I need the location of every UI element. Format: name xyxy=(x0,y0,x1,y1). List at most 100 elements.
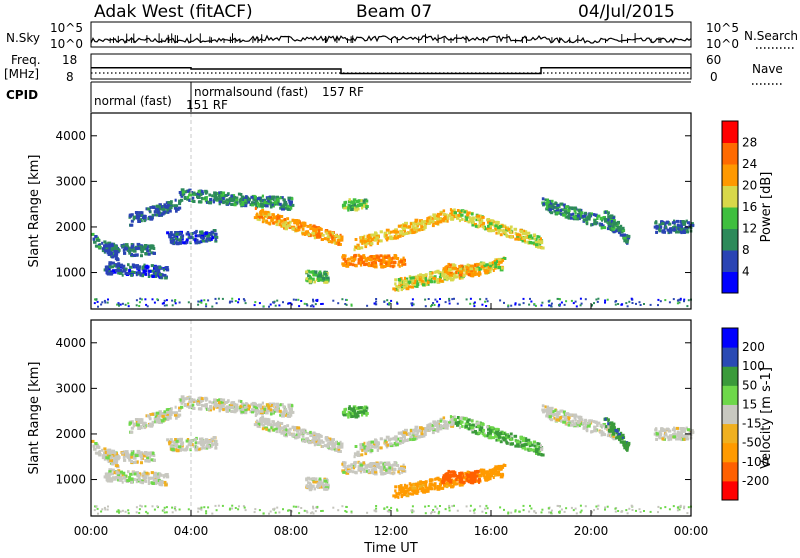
power-cell xyxy=(463,274,466,277)
velocity-cell xyxy=(396,464,399,467)
velocity-cell xyxy=(446,485,449,488)
velocity-cell xyxy=(325,488,329,491)
velocity-cell xyxy=(476,470,479,473)
velocity-cell xyxy=(152,452,155,455)
velocity-cell xyxy=(528,442,531,445)
velocity-cell xyxy=(534,444,536,447)
power-cell xyxy=(677,228,679,231)
power-cell xyxy=(657,304,659,306)
velocity-cell xyxy=(170,413,172,416)
power-cell xyxy=(94,235,97,238)
power-cell xyxy=(312,278,315,281)
power-cell xyxy=(552,203,554,206)
velocity-cell xyxy=(171,448,174,451)
power-cell xyxy=(507,228,510,231)
power-cell xyxy=(141,211,143,214)
power-cell xyxy=(523,302,525,304)
velocity-cell xyxy=(394,442,396,445)
power-colorbar-tick: 28 xyxy=(742,136,757,150)
velocity-cell xyxy=(125,454,128,457)
power-cell xyxy=(460,214,463,217)
power-cell xyxy=(470,267,474,270)
power-cell xyxy=(498,266,502,269)
power-cell xyxy=(439,279,442,282)
velocity-cell xyxy=(254,423,258,426)
power-cell xyxy=(308,233,311,236)
power-cell xyxy=(379,259,383,262)
velocity-cell xyxy=(187,403,189,406)
velocity-cell xyxy=(352,408,355,411)
power-cell xyxy=(285,201,288,204)
power-cell xyxy=(96,298,98,300)
power-cell xyxy=(380,230,383,233)
power-cell xyxy=(498,258,502,261)
power-cell xyxy=(170,206,172,209)
power-cell xyxy=(268,222,271,225)
power-cell xyxy=(337,235,340,238)
velocity-cell xyxy=(419,480,422,483)
power-cell xyxy=(471,213,474,216)
velocity-cell xyxy=(425,484,427,487)
velocity-cell xyxy=(516,440,520,443)
velocity-cell xyxy=(222,408,225,411)
velocity-cell xyxy=(455,478,457,481)
velocity-cell xyxy=(336,449,338,452)
power-cell xyxy=(219,200,223,203)
velocity-cell xyxy=(292,426,295,429)
velocity-cell xyxy=(114,452,116,455)
velocity-cell xyxy=(459,478,463,481)
power-cell xyxy=(495,221,499,224)
power-cell xyxy=(585,298,587,300)
velocity-cell xyxy=(277,422,281,425)
power-cell xyxy=(375,236,379,239)
power-cell xyxy=(355,238,358,241)
power-cell xyxy=(167,204,170,207)
freq-panel xyxy=(91,54,691,79)
velocity-cell xyxy=(402,440,406,443)
power-cell xyxy=(147,305,149,307)
velocity-cell xyxy=(105,451,107,454)
power-cell xyxy=(201,236,204,239)
power-cell xyxy=(267,197,270,200)
velocity-cell xyxy=(182,448,186,451)
power-cell xyxy=(225,198,229,201)
power-cell xyxy=(346,299,348,301)
power-cell xyxy=(106,250,110,253)
power-cell xyxy=(308,280,312,283)
power-cell xyxy=(355,264,358,267)
velocity-cell xyxy=(315,438,317,441)
velocity-cell xyxy=(307,481,310,484)
velocity-cell xyxy=(278,427,280,430)
power-cell xyxy=(446,278,449,281)
power-cell xyxy=(127,263,130,266)
power-cell xyxy=(109,266,113,269)
velocity-cell xyxy=(372,462,376,465)
velocity-cell xyxy=(541,454,545,457)
power-colorbar-swatch xyxy=(722,207,738,229)
y-tick-label: 4000 xyxy=(55,129,86,143)
power-cell xyxy=(447,220,449,223)
velocity-cell xyxy=(257,404,261,407)
power-cell xyxy=(254,304,256,306)
power-cell xyxy=(459,265,462,268)
power-cell xyxy=(394,282,396,285)
power-cell xyxy=(287,224,291,227)
velocity-cell xyxy=(358,406,361,409)
power-cell xyxy=(449,303,451,305)
velocity-cell xyxy=(397,493,400,496)
velocity-cell xyxy=(159,473,162,476)
power-cell xyxy=(436,218,439,221)
power-cell xyxy=(116,264,120,267)
velocity-cell xyxy=(206,403,208,406)
power-cell xyxy=(564,210,567,213)
power-cell xyxy=(419,273,422,276)
velocity-cell xyxy=(495,428,499,431)
power-cell xyxy=(612,222,614,225)
power-cell xyxy=(412,231,415,234)
power-colorbar-swatch xyxy=(722,186,738,208)
velocity-cell xyxy=(306,432,309,435)
power-cell xyxy=(595,299,597,301)
power-cell xyxy=(333,239,336,242)
velocity-cell xyxy=(164,484,168,487)
cpid-segment-2-name: normalsound (fast) xyxy=(194,85,308,99)
